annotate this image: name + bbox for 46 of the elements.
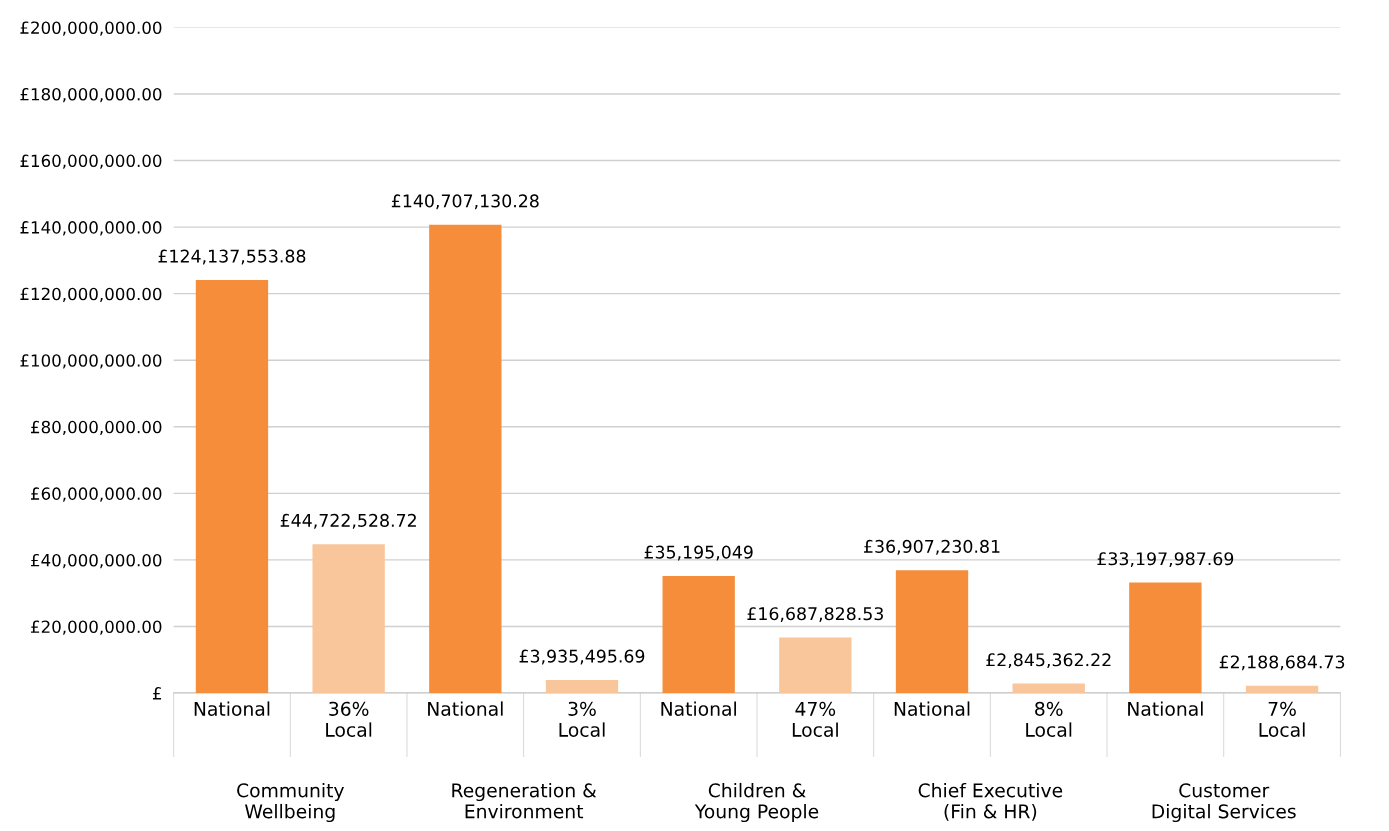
y-tick-label: £40,000,000.00	[31, 553, 162, 569]
x-tick-label: National	[428, 701, 503, 716]
x-tick-label: 36% Local	[326, 701, 372, 737]
x-tick-label: 7% Local	[1259, 701, 1305, 737]
x-tick-label: 47% Local	[792, 701, 838, 737]
bar	[429, 224, 502, 694]
bar	[1129, 582, 1202, 694]
data-label: £36,907,230.81	[864, 539, 1000, 555]
text: Regeneration & Environment	[452, 782, 597, 819]
data-label: £35,195,049	[644, 545, 753, 561]
x-tick-label: 3% Local	[559, 701, 605, 737]
y-tick-label: £20,000,000.00	[31, 620, 162, 635]
text: Customer Digital Services	[1152, 783, 1296, 823]
text: Children & Young People	[694, 782, 819, 823]
bar	[545, 679, 619, 694]
y-tick-label: £140,000,000.00	[20, 221, 162, 236]
x-tick-label: National	[661, 701, 736, 716]
y-tick-label: £180,000,000.00	[20, 87, 162, 103]
y-tick-label: £60,000,000.00	[31, 487, 162, 502]
data-label: £16,687,828.53	[747, 607, 883, 623]
bar	[1245, 685, 1319, 694]
data-label: £33,197,987.69	[1097, 552, 1234, 568]
bar	[312, 544, 385, 694]
bar	[662, 575, 735, 694]
data-label: £2,845,362.22	[986, 653, 1111, 669]
text: Community Wellbeing	[237, 782, 344, 823]
x-tick-label: National	[1128, 701, 1203, 716]
data-label: £2,188,684.73	[1219, 655, 1345, 671]
y-tick-label: £120,000,000.00	[20, 287, 162, 302]
y-tick-label: £160,000,000.00	[20, 154, 162, 169]
x-tick-label: National	[894, 701, 970, 716]
bar	[895, 570, 969, 694]
bar	[195, 279, 269, 694]
x-tick-label: 8% Local	[1026, 701, 1072, 737]
y-tick-label: £100,000,000.00	[20, 354, 162, 369]
bar	[779, 637, 852, 694]
data-label: £44,722,528.72	[280, 513, 416, 529]
data-label: £124,137,553.88	[158, 249, 306, 265]
y-tick-label: £200,000,000.00	[20, 21, 162, 36]
x-tick-label: National	[194, 701, 270, 716]
data-label: £3,935,495.69	[519, 649, 645, 665]
bar	[1012, 683, 1085, 694]
y-tick-label: £	[152, 687, 162, 700]
data-label: £140,707,130.28	[391, 194, 539, 210]
text: Chief Executive (Fin & HR)	[918, 782, 1063, 821]
y-tick-label: £80,000,000.00	[31, 420, 162, 436]
